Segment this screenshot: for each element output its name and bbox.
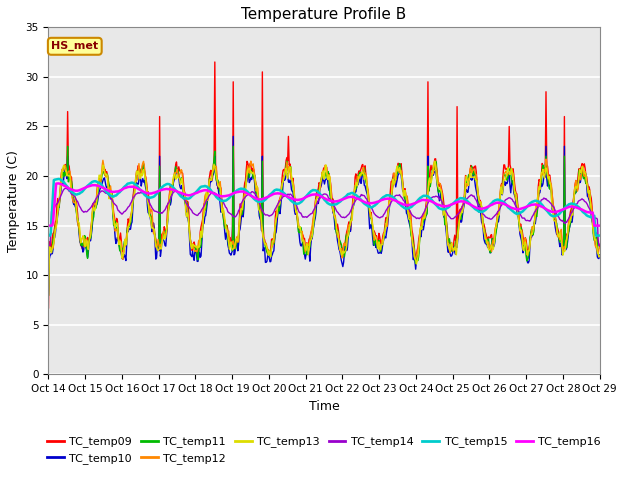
TC_temp09 [54,200,62,205]
TC_temp14 [408,212,416,217]
TC_temp12 [45,292,52,298]
TC_temp11 [168,187,176,193]
TC_temp10 [408,235,416,240]
TC_temp14 [596,242,604,248]
Line: TC_temp11: TC_temp11 [49,146,600,295]
TC_temp16 [45,223,52,228]
TC_temp15 [56,176,63,182]
TC_temp10 [196,254,204,260]
TC_temp15 [596,233,604,239]
TC_temp13 [431,158,438,164]
TC_temp12 [196,234,204,240]
TC_temp09 [196,229,204,235]
Line: TC_temp09: TC_temp09 [49,62,600,308]
TC_temp14 [168,192,176,198]
TC_temp12 [596,244,604,250]
TC_temp13 [391,180,399,185]
Line: TC_temp12: TC_temp12 [49,159,600,295]
TC_temp10 [229,133,237,139]
TC_temp09 [211,59,219,65]
TC_temp11 [54,204,62,210]
TC_temp14 [54,198,62,204]
TC_temp09 [167,182,175,188]
TC_temp11 [408,235,416,241]
TC_temp16 [596,223,604,228]
TC_temp14 [197,208,205,214]
Line: TC_temp14: TC_temp14 [49,188,600,245]
TC_temp13 [196,232,204,238]
Title: Temperature Profile B: Temperature Profile B [241,7,406,22]
TC_temp13 [45,292,52,298]
TC_temp15 [168,183,176,189]
TC_temp11 [596,253,604,259]
TC_temp09 [45,305,52,311]
TC_temp15 [45,233,52,239]
TC_temp11 [197,242,205,248]
TC_temp16 [392,198,399,204]
TC_temp14 [45,242,52,248]
TC_temp12 [167,185,175,191]
TC_temp12 [54,204,62,210]
TC_temp16 [168,187,176,192]
Line: TC_temp15: TC_temp15 [49,179,600,236]
TC_temp10 [596,252,604,258]
TC_temp12 [111,228,119,234]
TC_temp09 [111,220,119,226]
TC_temp13 [111,225,119,231]
Line: TC_temp10: TC_temp10 [49,136,600,295]
TC_temp16 [112,189,120,194]
TC_temp15 [54,176,62,182]
Y-axis label: Temperature (C): Temperature (C) [7,150,20,252]
TC_temp12 [542,156,550,162]
TC_temp10 [392,184,399,190]
TC_temp16 [408,201,416,207]
TC_temp14 [392,192,399,198]
TC_temp11 [45,292,52,298]
TC_temp09 [392,179,399,185]
TC_temp15 [112,192,120,198]
TC_temp11 [64,144,72,149]
TC_temp15 [197,184,205,190]
TC_temp13 [167,191,175,196]
Line: TC_temp13: TC_temp13 [49,161,600,295]
TC_temp12 [391,175,399,181]
TC_temp15 [408,204,416,209]
TC_temp09 [408,227,416,233]
TC_temp15 [392,197,399,203]
TC_temp16 [56,180,63,186]
TC_temp16 [197,188,205,194]
TC_temp10 [45,292,52,298]
TC_temp11 [392,177,399,183]
TC_temp13 [596,253,604,259]
TC_temp16 [54,180,62,186]
TC_temp14 [112,203,120,208]
TC_temp10 [167,198,175,204]
Text: HS_met: HS_met [51,41,99,51]
TC_temp13 [54,203,62,208]
TC_temp10 [54,208,62,214]
Line: TC_temp16: TC_temp16 [49,183,600,226]
Legend: TC_temp09, TC_temp10, TC_temp11, TC_temp12, TC_temp13, TC_temp14, TC_temp15, TC_: TC_temp09, TC_temp10, TC_temp11, TC_temp… [43,432,605,468]
TC_temp12 [407,220,415,226]
TC_temp11 [112,226,120,231]
TC_temp14 [62,185,70,191]
X-axis label: Time: Time [308,400,339,413]
TC_temp09 [596,244,604,250]
TC_temp10 [111,235,119,240]
TC_temp13 [407,226,415,232]
